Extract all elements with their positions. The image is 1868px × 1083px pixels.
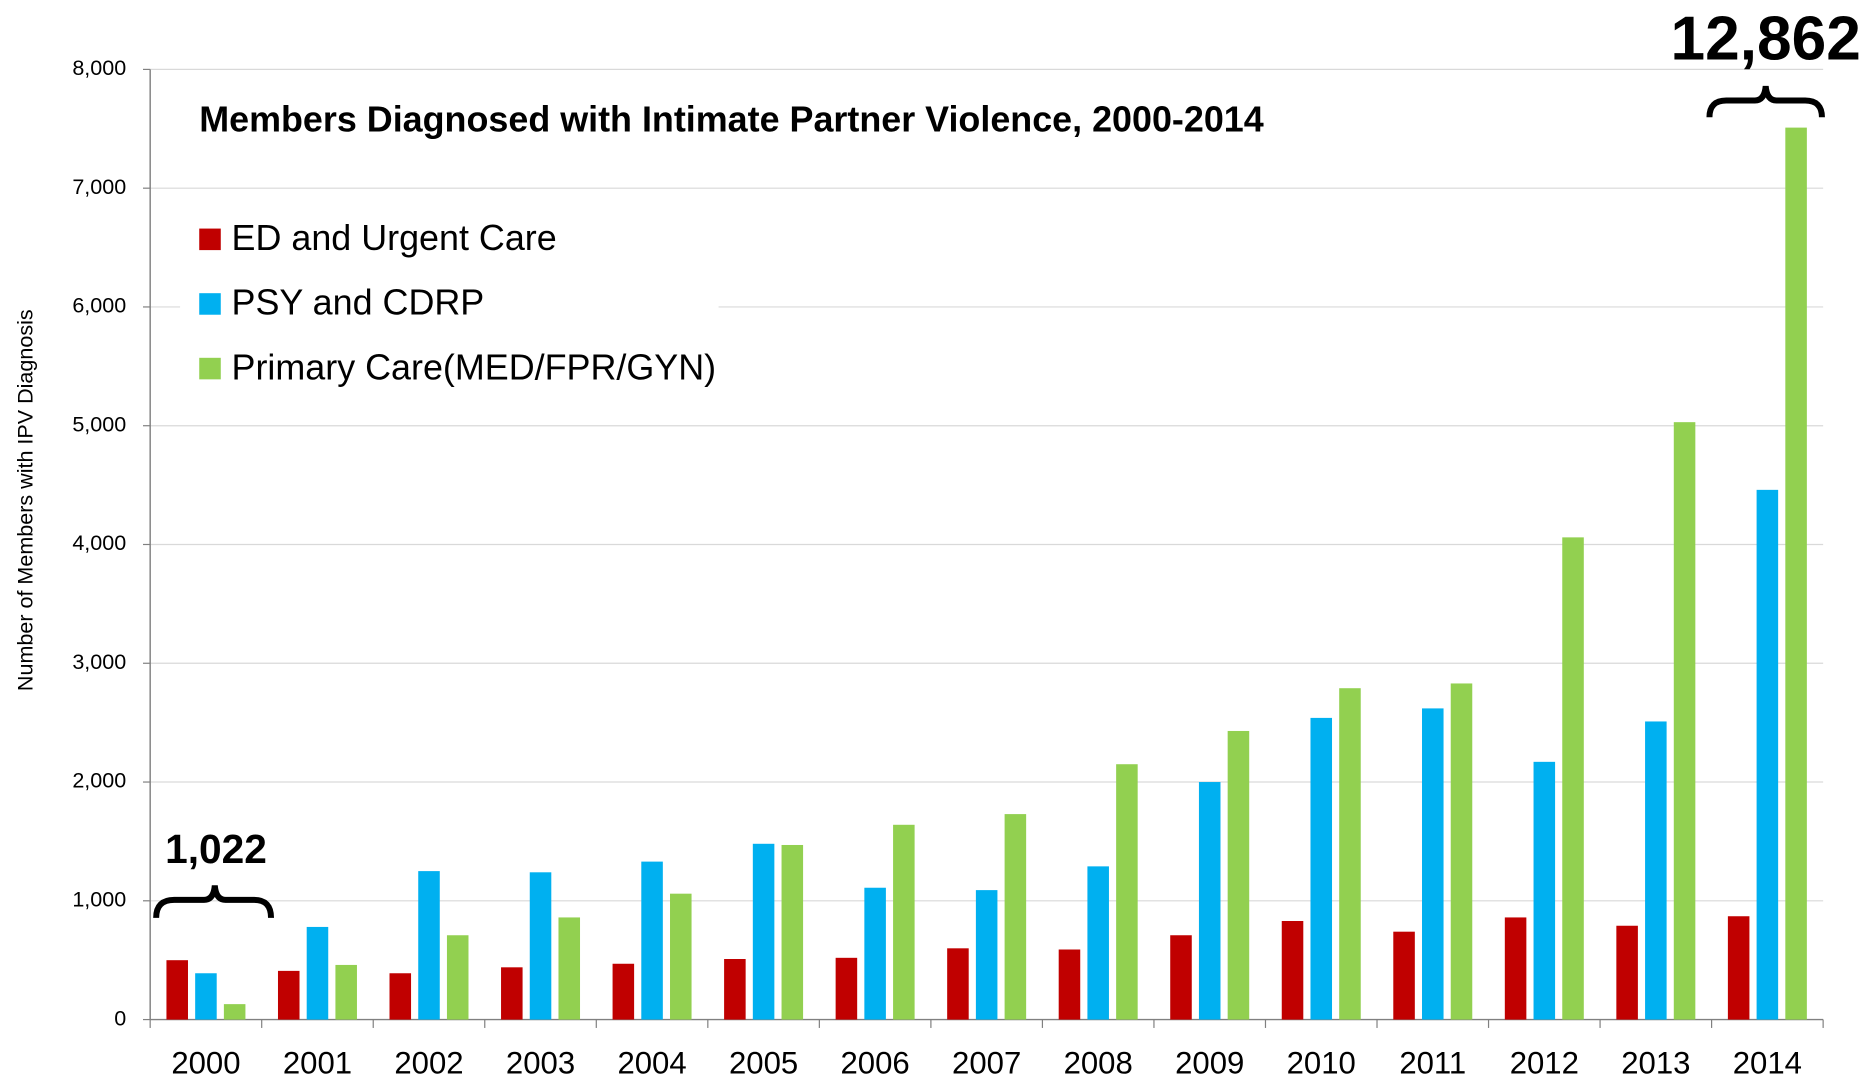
bar: [1785, 127, 1807, 1020]
x-tick-label: 2013: [1621, 1045, 1690, 1080]
bar: [529, 872, 552, 1020]
bar: [1756, 489, 1779, 1020]
bar: [724, 959, 746, 1020]
x-tick-label: 2006: [841, 1045, 910, 1080]
bar: [1170, 935, 1192, 1020]
x-tick-label: 2014: [1733, 1045, 1802, 1080]
bar: [1227, 730, 1250, 1020]
bar: [975, 890, 998, 1020]
bar: [1058, 949, 1081, 1020]
legend-swatch: [199, 293, 221, 315]
bar: [1339, 688, 1361, 1020]
legend-label: PSY and CDRP: [232, 283, 485, 323]
bar: [1616, 925, 1638, 1020]
y-tick-label: 7,000: [72, 175, 126, 199]
bar: [612, 963, 635, 1020]
legend-swatch: [199, 228, 221, 251]
bar: [752, 843, 775, 1020]
legend-label: Primary Care(MED/FPR/GYN): [232, 347, 717, 387]
annotation: 1,022: [165, 826, 267, 872]
annotation: 12,862: [1671, 5, 1861, 74]
bar: [670, 893, 692, 1020]
bar: [1004, 814, 1027, 1020]
x-tick-label: 2009: [1175, 1045, 1244, 1080]
bar: [1673, 422, 1696, 1020]
bar: [1645, 721, 1667, 1020]
bar: [1310, 717, 1333, 1020]
bar: [1422, 708, 1444, 1020]
y-tick-label: 8,000: [72, 56, 126, 80]
y-axis-label: Number of Members with IPV Diagnosis: [14, 309, 38, 691]
legend-swatch: [199, 357, 221, 380]
bar: [1198, 782, 1221, 1020]
bar: [223, 1004, 246, 1020]
bar: [1087, 866, 1109, 1020]
y-tick-label: 1,000: [72, 887, 126, 911]
y-tick-label: 0: [114, 1006, 126, 1030]
bar: [1504, 917, 1527, 1020]
bar: [166, 960, 188, 1020]
bar: [1533, 761, 1556, 1020]
bar: [1116, 764, 1138, 1020]
y-tick-label: 2,000: [72, 769, 126, 793]
y-tick-label: 6,000: [72, 294, 126, 318]
bar: [1450, 683, 1473, 1020]
bar: [641, 861, 663, 1020]
bar: [418, 871, 440, 1020]
bar: [1393, 931, 1415, 1020]
bar: [335, 964, 357, 1020]
bar: [1562, 537, 1584, 1020]
bar: [1727, 916, 1750, 1020]
y-tick-label: 4,000: [72, 531, 126, 555]
bar: [835, 957, 858, 1020]
bar: [864, 887, 886, 1020]
bar: [781, 844, 804, 1020]
y-tick-label: 3,000: [72, 650, 126, 674]
legend-background: [180, 197, 719, 401]
x-tick-label: 2007: [952, 1045, 1021, 1080]
x-tick-label: 2005: [729, 1045, 798, 1080]
x-tick-label: 2012: [1510, 1045, 1579, 1080]
bar: [446, 935, 469, 1020]
bar: [947, 948, 969, 1020]
bar: [306, 926, 329, 1020]
chart-title: Members Diagnosed with Intimate Partner …: [199, 100, 1264, 140]
x-tick-label: 2010: [1287, 1045, 1356, 1080]
bar: [389, 973, 412, 1020]
bar: [277, 970, 300, 1020]
brace: [1706, 85, 1825, 118]
x-tick-label: 2001: [283, 1045, 352, 1080]
bar: [195, 973, 217, 1020]
legend-label: ED and Urgent Care: [232, 218, 557, 258]
bar: [558, 917, 581, 1020]
x-tick-label: 2008: [1064, 1045, 1133, 1080]
x-tick-label: 2002: [394, 1045, 463, 1080]
x-tick-label: 2000: [171, 1045, 240, 1080]
bar: [501, 967, 523, 1020]
x-tick-label: 2011: [1399, 1045, 1466, 1080]
bar: [1281, 920, 1304, 1020]
y-tick-label: 5,000: [72, 412, 126, 436]
x-tick-label: 2004: [617, 1045, 686, 1080]
x-tick-label: 2003: [506, 1045, 575, 1080]
bar: [893, 824, 915, 1020]
brace: [153, 885, 275, 919]
